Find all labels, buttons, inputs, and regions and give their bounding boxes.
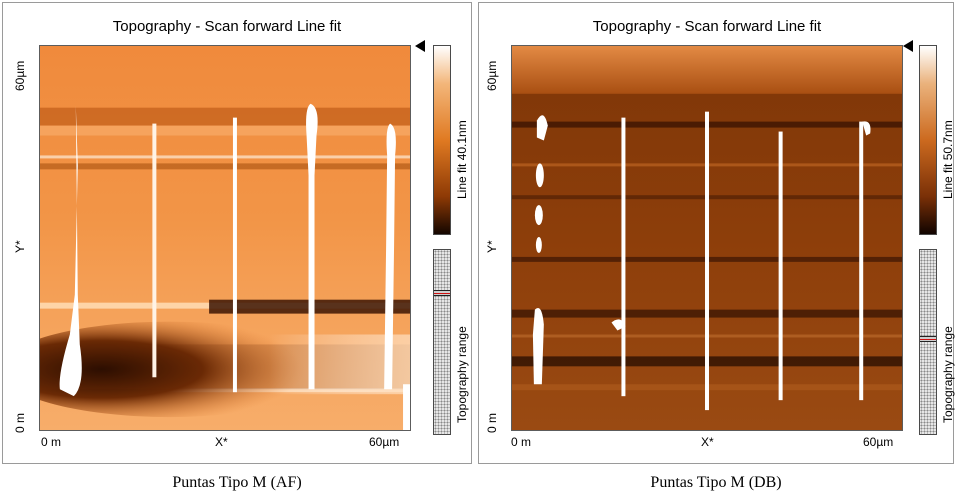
y-axis-label: Y* [13, 240, 27, 253]
x-axis-label: X* [215, 435, 228, 449]
afm-panel-db: Topography - Scan forward Line fit [478, 2, 955, 464]
colorbar-label: Line fit 50.7nm [941, 120, 955, 199]
caption-db: Puntas Tipo M (DB) [650, 474, 782, 491]
afm-topography-image [511, 45, 903, 431]
color-scale-bar [433, 45, 451, 235]
color-scale-bar [919, 45, 937, 235]
panel-title: Topography - Scan forward Line fit [112, 18, 342, 35]
range-label: Topography range [455, 326, 469, 423]
x-axis-min-label: 0 m [41, 435, 62, 449]
range-slider-handle[interactable] [920, 336, 936, 342]
y-axis-min-label: 0 m [13, 412, 27, 433]
colorbar-label: Line fit 40.1nm [455, 120, 469, 199]
afm-panel-af: Topography - Scan forward Line fit [2, 2, 472, 464]
topography-range-bar[interactable] [433, 249, 451, 435]
y-axis-label: Y* [485, 240, 499, 253]
range-slider-handle[interactable] [434, 290, 450, 296]
y-axis-max-label: 60µm [485, 60, 499, 91]
range-pointer-icon [415, 40, 425, 52]
x-axis-label: X* [701, 435, 714, 449]
range-pointer-icon [903, 40, 913, 52]
x-axis-min-label: 0 m [511, 435, 532, 449]
y-axis-min-label: 0 m [485, 412, 499, 433]
topography-range-bar[interactable] [919, 249, 937, 435]
caption-af: Puntas Tipo M (AF) [172, 474, 302, 491]
panel-title: Topography - Scan forward Line fit [592, 18, 822, 35]
x-axis-max-label: 60µm [863, 435, 894, 449]
afm-topography-image [39, 45, 411, 431]
range-label: Topography range [941, 326, 955, 423]
x-axis-max-label: 60µm [369, 435, 400, 449]
y-axis-max-label: 60µm [13, 60, 27, 91]
